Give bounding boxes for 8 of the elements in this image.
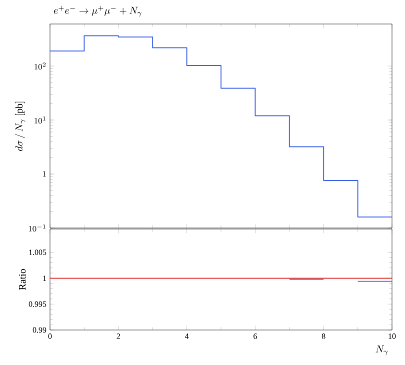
- x-axis-title: $N_\gamma$: [376, 345, 388, 356]
- chart-title: $e^+e^- \to \mu^+\mu^- + N_\gamma$: [54, 6, 142, 17]
- y-axis-title: Ratio: [19, 269, 26, 290]
- y-tick-label: $10^{2}$: [34, 62, 46, 70]
- y-axis-title: $d\sigma\,/\,N_\gamma\ [\mathrm{pb}]$: [14, 102, 26, 151]
- y-tick-label: $10^{-1}$: [28, 224, 46, 232]
- y-tick-label: $1$: [43, 171, 46, 177]
- y-tick-label: $10^{1}$: [34, 116, 46, 124]
